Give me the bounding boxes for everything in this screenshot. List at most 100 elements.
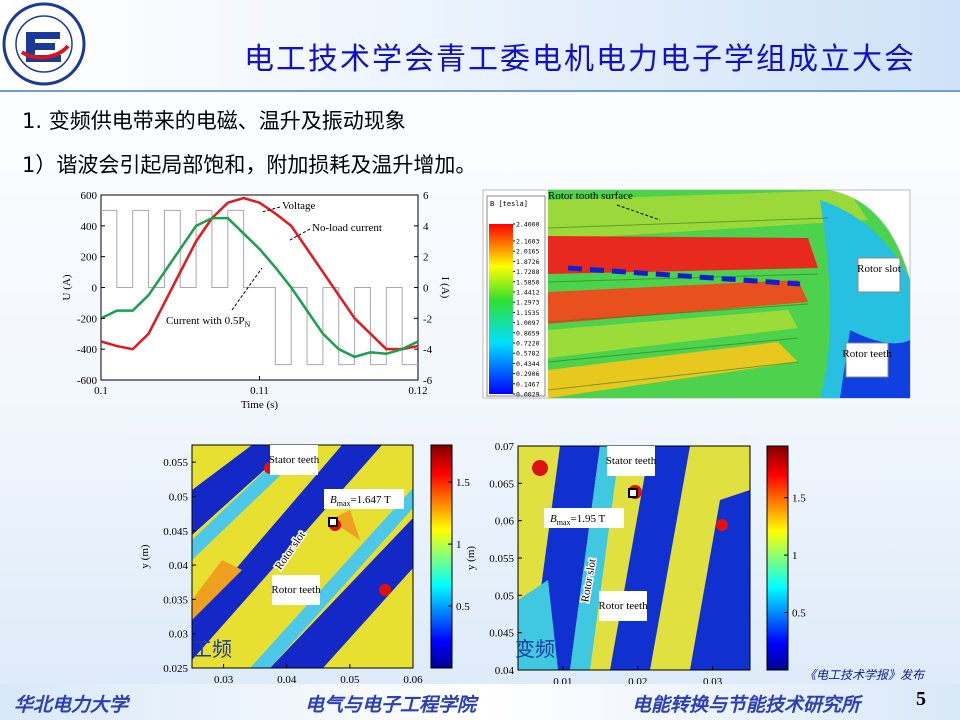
- legend-tick-label: 1.1535: [516, 309, 540, 317]
- y-tick-label: 0.05: [169, 491, 189, 503]
- x-tick-label: 0.04: [277, 674, 297, 686]
- bullet: 1）谐波会引起局部饱和，附加损耗及温升增加。: [22, 153, 477, 177]
- y-tick-label: 0.025: [163, 663, 188, 675]
- x-tick-label: 0.12: [408, 385, 427, 397]
- legend-tick-label: 1.5850: [516, 278, 540, 286]
- fea-field: [548, 190, 910, 398]
- legend-tick-label: 1.8726: [516, 258, 540, 266]
- y-tick-label: 0.035: [163, 594, 188, 606]
- y-tick-label: 600: [81, 190, 98, 202]
- x-tick-label: 0.1: [94, 385, 108, 397]
- y2-tick-label: -2: [423, 313, 432, 325]
- footer-left: 华北电力大学: [14, 694, 129, 716]
- legend-tick-label: 0.7220: [516, 340, 540, 348]
- legend-tick-label: 0.8659: [516, 329, 540, 337]
- colorbar: [430, 444, 453, 669]
- bmax-label: Bmax=1.647 T: [330, 494, 391, 508]
- y-tick-label: 0.055: [163, 457, 188, 469]
- y-tick-label: 0.04: [495, 665, 515, 677]
- label-box: [272, 575, 320, 605]
- x-axis-label: Time (s): [241, 399, 279, 411]
- y-tick-label: 0.05: [495, 590, 515, 602]
- y-tick-label: 0: [92, 283, 98, 295]
- bmax-symbol: B: [330, 494, 337, 506]
- slide-title: 电工技术学会青工委电机电力电子学组成立大会: [244, 42, 916, 77]
- bmax-point: [328, 517, 338, 527]
- colorbar-tick-label: 1: [456, 539, 462, 551]
- y-axis-label: y (m): [139, 544, 151, 568]
- legend-label: Voltage: [282, 200, 316, 212]
- label-box: [607, 446, 655, 476]
- legend-text: Voltage: [282, 200, 316, 212]
- y-tick-label: 0.045: [163, 526, 188, 538]
- bmax-text: =1.647 T: [351, 494, 392, 506]
- annotation: Rotor slot: [857, 263, 901, 275]
- x-tick-label: 0.05: [340, 674, 360, 686]
- y-tick-label: 0.045: [489, 628, 514, 640]
- frequency-tag: 变频: [515, 637, 555, 661]
- journal-note: 《电工技术学报》发布: [803, 668, 924, 682]
- legend-tick-label: 0.0029: [516, 391, 540, 399]
- fea-colorbar: [489, 224, 513, 394]
- series-line: [100, 216, 419, 359]
- field-map: [192, 445, 413, 668]
- bmax-point: [628, 488, 638, 498]
- page-number: 5: [916, 688, 926, 710]
- legend-tick-label: 2.1603: [516, 237, 540, 245]
- x-tick-label: 0.03: [214, 674, 234, 686]
- bmax-text: =1.95 T: [571, 513, 606, 525]
- y2-tick-label: 2: [423, 252, 429, 264]
- y2-tick-label: -4: [423, 344, 433, 356]
- y-axis-label: U (A): [61, 274, 73, 300]
- annotation: Rotor teeth: [271, 584, 321, 596]
- header-band: [0, 0, 960, 90]
- y2-tick-label: 6: [423, 190, 429, 202]
- legend-tick-label: 0.2906: [516, 370, 540, 378]
- footer-center: 电气与电子工程学院: [305, 694, 477, 716]
- colorbar-tick-label: 1: [792, 550, 798, 562]
- bmax-symbol: B: [550, 513, 557, 525]
- annotation: Rotor tooth surface: [548, 190, 633, 202]
- label-box: [324, 489, 404, 509]
- x-tick-label: 0.11: [250, 385, 269, 397]
- y2-tick-label: -6: [423, 375, 433, 387]
- legend-tick-label: 2.0165: [516, 248, 540, 256]
- arrow: [261, 206, 281, 213]
- label-box: [845, 342, 889, 378]
- y-tick-label: -600: [77, 375, 98, 387]
- annotation: Stator teeth: [269, 454, 320, 466]
- legend-tick-label: 1.4412: [516, 288, 540, 296]
- fea-legend-title: B [tesla]: [490, 200, 528, 208]
- annotation: Rotor teeth: [842, 348, 892, 360]
- colorbar-tick-label: 1.5: [456, 477, 470, 489]
- legend-tick-label: 1.2973: [516, 299, 540, 307]
- bmax-subscript: max: [337, 499, 351, 508]
- legend-tick-label: 2.4000: [516, 221, 540, 229]
- bmax-label: Bmax=1.95 T: [550, 513, 606, 527]
- bmax-subscript: max: [557, 518, 571, 527]
- annotation: Rotor teeth: [598, 600, 648, 612]
- legend-text: Current with 0.5P: [166, 315, 245, 327]
- y2-tick-label: 4: [423, 221, 429, 233]
- colorbar-tick-label: 1.5: [792, 493, 806, 505]
- y-tick-label: 0.07: [495, 441, 515, 453]
- label-box: [270, 445, 318, 475]
- footer-right: 电能转换与节能技术研究所: [632, 694, 861, 716]
- y-tick-label: 0.04: [169, 560, 189, 572]
- legend-tick-label: 0.1467: [516, 380, 540, 388]
- legend-tick-label: 0.4344: [516, 360, 540, 368]
- x-tick-label: 0.06: [403, 674, 423, 686]
- series-line: [100, 196, 419, 351]
- legend-label: No-load current: [312, 222, 382, 234]
- y-tick-label: 400: [81, 221, 98, 233]
- logo: [2, 2, 86, 86]
- label-box: [544, 508, 624, 528]
- y-tick-label: 0.055: [489, 553, 514, 565]
- legend-tick-label: 0.5782: [516, 350, 540, 358]
- y2-tick-label: 0: [423, 283, 429, 295]
- label-box: [857, 257, 901, 293]
- annotation: Stator teeth: [606, 455, 657, 467]
- label-box: [599, 591, 647, 621]
